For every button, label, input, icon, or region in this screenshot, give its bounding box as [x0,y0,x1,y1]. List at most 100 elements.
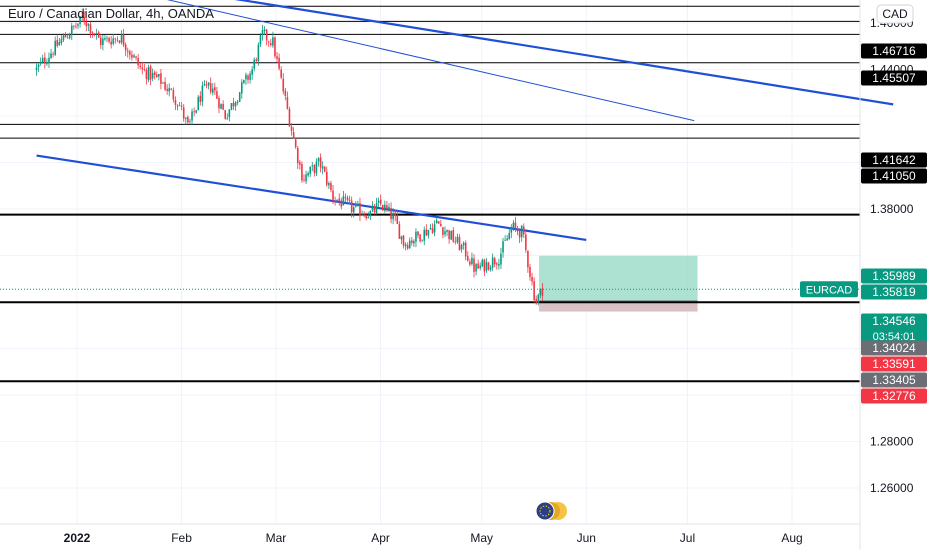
candle-body [402,235,405,246]
candle-body [454,241,457,243]
candle-body [216,91,218,99]
candle-body [531,276,533,282]
candle-body [114,38,117,40]
candle-body [296,147,299,164]
candle-body [97,32,100,38]
candle-body [404,244,407,247]
candle-body [450,230,452,240]
candle-body [240,82,243,94]
candle-body [448,230,450,240]
candle-body [406,245,409,249]
candle-body [131,54,133,58]
trendline[interactable] [67,0,695,122]
candle-body [251,69,253,75]
candle-body [330,183,332,190]
candle-body [357,203,359,205]
candle-body [276,56,278,59]
symbol-tag: EURCAD [800,281,858,298]
candle-body [485,261,488,271]
open-trade-zone [539,301,698,312]
candle-body [319,157,322,168]
candle-body [419,234,421,242]
candle-body [433,224,436,233]
candle-body [62,35,65,40]
candle-body [311,165,314,167]
candle-body [307,173,309,176]
price-label-text: 1.46716 [872,44,916,58]
price-label-text: 1.41642 [872,153,916,167]
candle-body [444,231,446,235]
candle-body [129,51,131,55]
candle-body [270,43,272,45]
candle-body [228,109,231,118]
candle-body [155,74,158,78]
candle-body [39,61,42,64]
candle-body [417,231,419,236]
candle-body [413,240,415,244]
candle-body [222,104,224,110]
time-axis[interactable]: 2022 Feb Mar Apr May Jun Jul Aug [64,531,803,545]
candle-body [440,224,442,227]
price-axis[interactable]: 1.460001.440001.400001.380001.300001.280… [870,16,914,495]
candle-body [112,38,115,44]
long-position-tool[interactable] [539,255,698,312]
candle-body [313,164,316,173]
candle-body [425,229,428,236]
candle-body [243,79,245,83]
candle-body [292,132,295,139]
economic-events-icon[interactable] [535,501,567,521]
horizontal-levels[interactable] [0,0,860,383]
candle-body [303,179,305,181]
candle-body [255,59,258,61]
candle-body [408,240,411,249]
candle-body [334,200,336,202]
candle-body [52,53,54,55]
price-label: 1.45507 [861,70,927,86]
candle-body [230,103,233,110]
currency-button[interactable]: CAD [876,4,914,24]
price-label-bg [861,388,927,404]
candle-body [489,267,492,270]
candle-body [471,257,473,264]
trendline[interactable] [36,154,587,242]
candle-body [421,239,423,241]
candle-body [469,261,471,265]
candle-body [321,166,324,169]
candle-body [44,57,46,64]
candle-body [64,34,67,38]
price-label-bg [861,70,927,86]
candle-body [108,37,110,42]
trendline[interactable] [37,0,894,106]
candle-body [238,92,241,102]
candle-body [126,50,129,52]
candle-body [506,238,508,241]
time-axis-label: Jun [577,531,596,545]
candle-body [400,236,403,240]
stop-loss-zone[interactable] [539,300,698,312]
candle-body [379,199,382,204]
time-axis-label: 2022 [64,531,91,545]
candle-body [66,37,69,39]
candle-body [261,30,264,36]
candle-body [185,117,187,119]
candle-body [282,78,285,92]
candle-body [284,90,287,97]
trendlines[interactable] [36,0,894,242]
candle-body [205,84,208,86]
candle-body [220,104,222,109]
candle-body [375,203,378,214]
candle-body [301,164,303,181]
candle-body [81,16,83,18]
profit-zone[interactable] [539,255,698,301]
candle-body [164,81,166,90]
candle-body [508,232,511,240]
price-label-text: 1.34546 [872,314,916,328]
candle-body [288,108,291,127]
candle-body [191,111,193,121]
price-label: 1.32776 [861,388,927,404]
candle-body [153,72,156,75]
candle-body [104,38,106,40]
candle-body [361,214,363,216]
candle-body [211,88,214,93]
